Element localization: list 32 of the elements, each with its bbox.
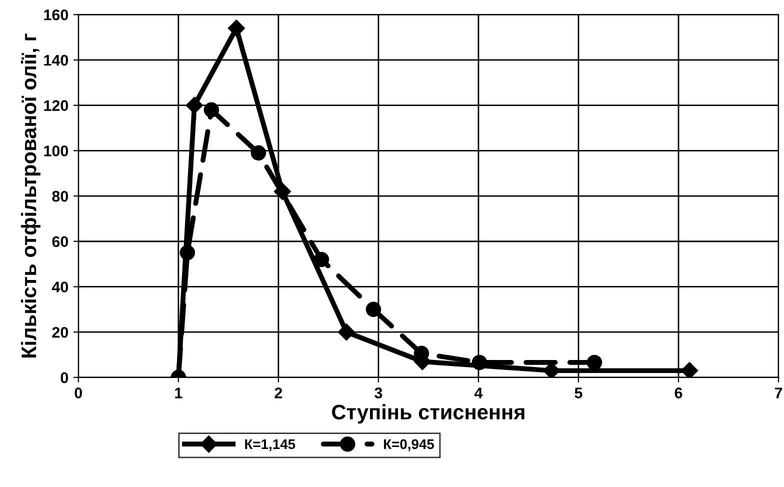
x-axis-title: Ступінь стиснення	[332, 404, 524, 424]
y-tick-label: 160	[44, 9, 68, 20]
y-tick-label: 60	[52, 236, 68, 248]
x-tick-label: 4	[474, 388, 483, 398]
point	[472, 354, 488, 370]
y-tick-label: 140	[44, 54, 68, 66]
y-tick-label: 0	[60, 372, 68, 384]
x-tick-label: 5	[574, 388, 582, 398]
y-tick-label: 20	[52, 326, 68, 338]
point	[586, 354, 602, 370]
x-tick-label: 2	[274, 388, 282, 398]
point	[366, 302, 382, 318]
point	[314, 252, 330, 268]
x-tick-label: 1	[175, 388, 182, 398]
y-tick-label: 80	[52, 190, 68, 202]
legend-label: К=0,945	[384, 439, 434, 452]
point	[680, 362, 698, 378]
y-tick-label: 100	[44, 146, 68, 156]
x-tick-label: 3	[374, 388, 382, 398]
point	[180, 245, 196, 260]
x-tick-label: 0	[74, 388, 82, 398]
point	[338, 324, 355, 341]
point	[204, 102, 220, 118]
y-tick-label: 40	[52, 282, 68, 292]
legend-label: К=1,145	[245, 439, 296, 452]
x-tick-label: 7	[774, 388, 782, 398]
point	[250, 145, 266, 161]
x-tick-label: 6	[674, 388, 682, 398]
point	[228, 20, 245, 37]
y-axis-title: Кількість отфільтрованої олії, г	[20, 34, 40, 358]
y-tick-label: 120	[44, 100, 68, 111]
point	[186, 96, 203, 114]
